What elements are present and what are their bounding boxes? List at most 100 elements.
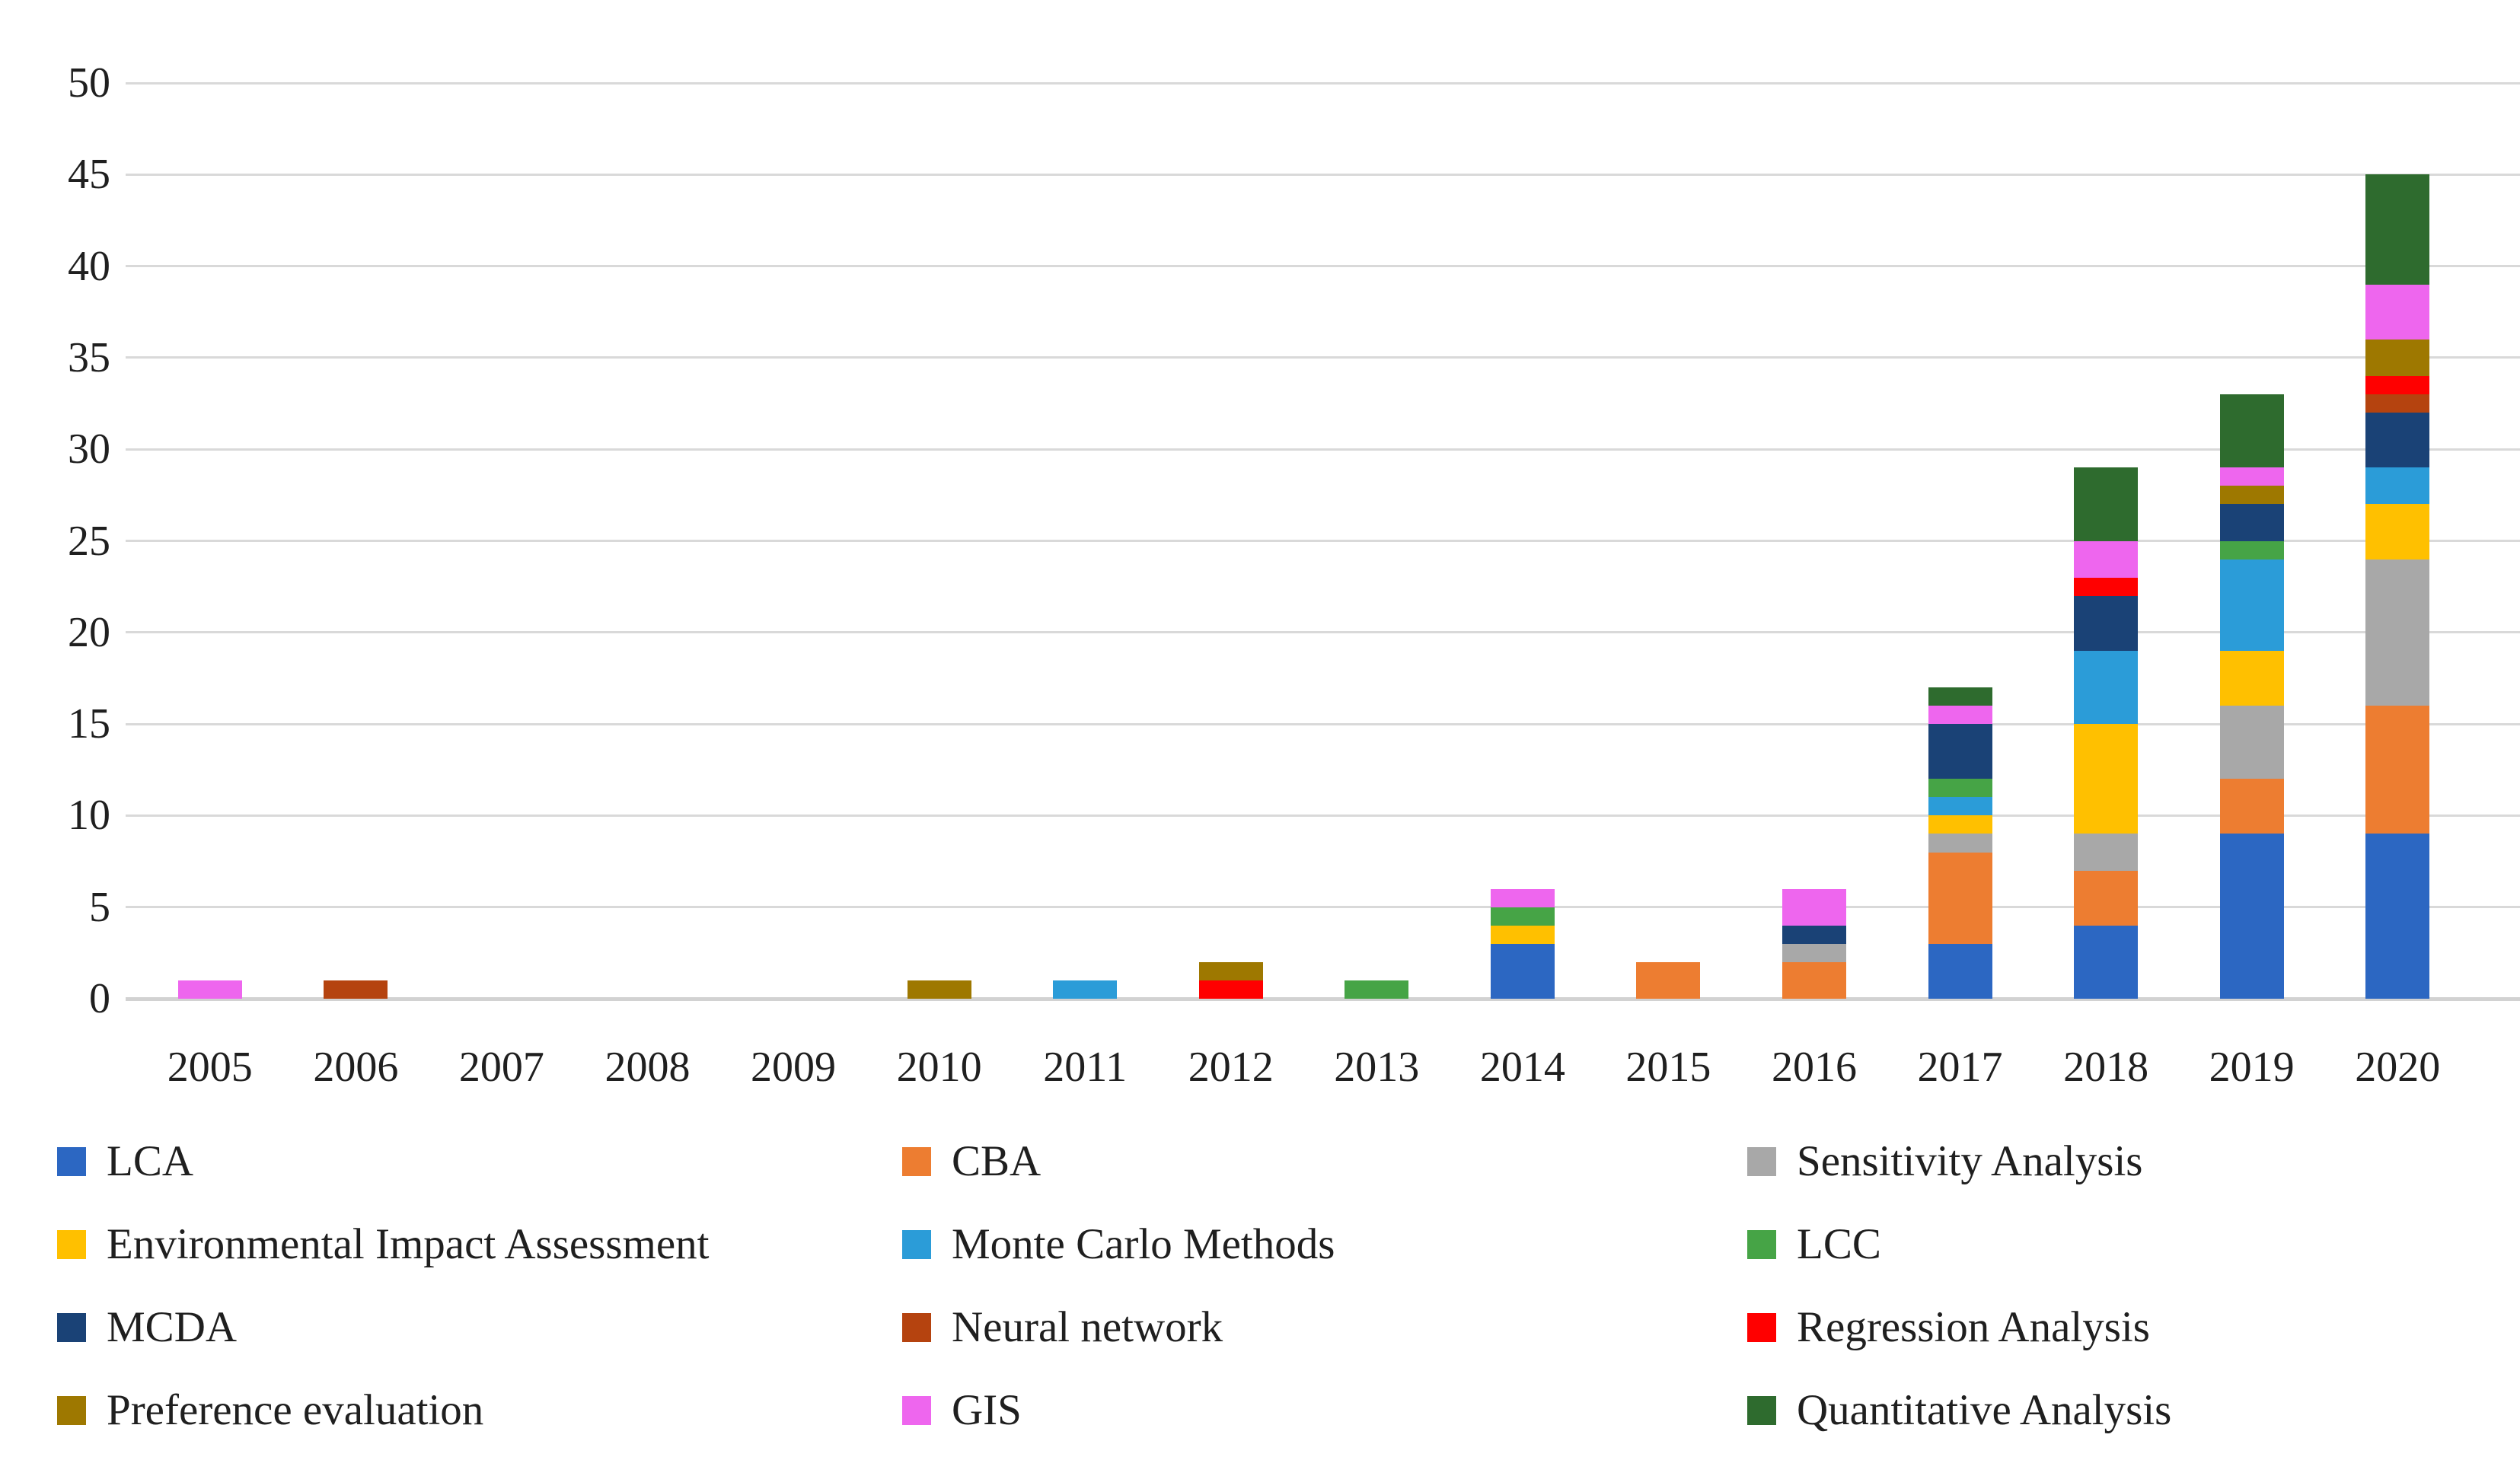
bar-2020 bbox=[2324, 83, 2471, 999]
bar-2013 bbox=[1304, 83, 1450, 999]
gridline-45 bbox=[126, 173, 2520, 176]
segment-2020-neural-network bbox=[2365, 394, 2430, 413]
segment-2019-gis bbox=[2219, 467, 2284, 486]
segment-2020-cba bbox=[2365, 706, 2430, 834]
legend-swatch-sensitivity-analysis bbox=[1747, 1147, 1776, 1176]
x-tick-label-2018: 2018 bbox=[2063, 1044, 2149, 1091]
segment-2020-quantitative-analysis bbox=[2365, 174, 2430, 285]
bar-2005 bbox=[137, 83, 283, 999]
legend-label-environmental-impact-assessment: Environmental Impact Assessment bbox=[107, 1220, 710, 1268]
segment-2020-regression-analysis bbox=[2365, 376, 2430, 395]
segment-2014-lcc bbox=[1490, 907, 1555, 926]
legend-swatch-lca bbox=[57, 1147, 86, 1176]
bar-2017 bbox=[1887, 83, 2034, 999]
legend-label-monte-carlo-methods: Monte Carlo Methods bbox=[952, 1220, 1335, 1268]
segment-2017-quantitative-analysis bbox=[1928, 687, 1992, 706]
segment-2017-gis bbox=[1928, 706, 1992, 725]
segment-2018-mcda bbox=[2074, 595, 2139, 651]
legend-label-quantitative-analysis: Quantitative Analysis bbox=[1797, 1386, 2172, 1434]
segment-2016-cba bbox=[1782, 961, 1846, 999]
x-tick-label-2015: 2015 bbox=[1625, 1044, 1711, 1091]
legend-item-monte-carlo-methods: Monte Carlo Methods bbox=[902, 1223, 1747, 1305]
legend-swatch-monte-carlo-methods bbox=[902, 1230, 931, 1259]
y-tick-label-40: 40 bbox=[68, 242, 110, 290]
bar-2006 bbox=[283, 83, 429, 999]
segment-2005-gis bbox=[177, 980, 242, 999]
segment-2020-sensitivity-analysis bbox=[2365, 559, 2430, 706]
bar-2015 bbox=[1596, 83, 1742, 999]
segment-2017-environmental-impact-assessment bbox=[1928, 815, 1992, 834]
legend-item-neural-network: Neural network bbox=[902, 1305, 1747, 1388]
y-tick-label-25: 25 bbox=[68, 517, 110, 565]
segment-2012-preference-evaluation bbox=[1198, 961, 1263, 980]
segment-2016-gis bbox=[1782, 888, 1846, 926]
x-tick-label-2017: 2017 bbox=[1917, 1044, 2003, 1091]
segment-2017-cba bbox=[1928, 852, 1992, 944]
y-tick-label-20: 20 bbox=[68, 608, 110, 656]
segment-2019-lcc bbox=[2219, 540, 2284, 559]
segment-2018-environmental-impact-assessment bbox=[2074, 724, 2139, 834]
segment-2020-gis bbox=[2365, 284, 2430, 340]
y-tick-label-5: 5 bbox=[89, 883, 110, 931]
segment-2020-mcda bbox=[2365, 413, 2430, 468]
gridline-5 bbox=[126, 906, 2520, 909]
segment-2020-lca bbox=[2365, 834, 2430, 999]
legend-swatch-lcc bbox=[1747, 1230, 1776, 1259]
segment-2019-monte-carlo-methods bbox=[2219, 559, 2284, 651]
segment-2017-lcc bbox=[1928, 779, 1992, 798]
legend-label-lca: LCA bbox=[107, 1137, 193, 1185]
legend-swatch-cba bbox=[902, 1147, 931, 1176]
segment-2010-preference-evaluation bbox=[907, 980, 971, 999]
segment-2014-lca bbox=[1490, 943, 1555, 999]
legend-item-lca: LCA bbox=[57, 1140, 902, 1223]
gridline-50 bbox=[126, 81, 2520, 84]
bar-2018 bbox=[2033, 83, 2179, 999]
x-tick-label-2014: 2014 bbox=[1479, 1044, 1565, 1091]
x-axis-labels: 2005 2006 2007 2008 2009 2010 2011 2012 2013 2014… bbox=[137, 1041, 2471, 1101]
segment-2018-quantitative-analysis bbox=[2074, 467, 2139, 541]
x-tick-label-2007: 2007 bbox=[458, 1044, 544, 1091]
x-tick-label-2008: 2008 bbox=[604, 1044, 691, 1091]
plot-area bbox=[126, 81, 2520, 1001]
x-tick-label-2005: 2005 bbox=[167, 1044, 253, 1091]
segment-2019-quantitative-analysis bbox=[2219, 394, 2284, 468]
gridline-40 bbox=[126, 265, 2520, 268]
segment-2018-cba bbox=[2074, 870, 2139, 926]
segment-2020-monte-carlo-methods bbox=[2365, 467, 2430, 505]
x-tick-label-2009: 2009 bbox=[751, 1044, 837, 1091]
bar-2012 bbox=[1158, 83, 1304, 999]
segment-2020-environmental-impact-assessment bbox=[2365, 504, 2430, 559]
y-tick-label-50: 50 bbox=[68, 59, 110, 107]
segment-2018-sensitivity-analysis bbox=[2074, 834, 2139, 871]
gridline-0 bbox=[126, 996, 2520, 1001]
legend-label-mcda: MCDA bbox=[107, 1303, 238, 1351]
gridline-20 bbox=[126, 631, 2520, 634]
legend-swatch-gis bbox=[902, 1396, 931, 1425]
gridline-15 bbox=[126, 722, 2520, 725]
gridline-25 bbox=[126, 540, 2520, 542]
segment-2017-lca bbox=[1928, 943, 1992, 999]
bar-2011 bbox=[1012, 83, 1158, 999]
segment-2015-cba bbox=[1636, 961, 1701, 999]
segment-2019-lca bbox=[2219, 834, 2284, 999]
segment-2014-gis bbox=[1490, 888, 1555, 907]
x-tick-label-2013: 2013 bbox=[1334, 1044, 1420, 1091]
x-tick-label-2020: 2020 bbox=[2355, 1044, 2441, 1091]
legend-swatch-neural-network bbox=[902, 1313, 931, 1342]
gridline-10 bbox=[126, 814, 2520, 817]
y-tick-label-45: 45 bbox=[68, 151, 110, 199]
x-tick-label-2012: 2012 bbox=[1188, 1044, 1274, 1091]
legend-label-gis: GIS bbox=[952, 1386, 1022, 1434]
x-tick-label-2019: 2019 bbox=[2209, 1044, 2295, 1091]
legend-item-gis: GIS bbox=[902, 1388, 1747, 1471]
legend-swatch-mcda bbox=[57, 1313, 86, 1342]
bar-2010 bbox=[866, 83, 1013, 999]
segment-2019-environmental-impact-assessment bbox=[2219, 650, 2284, 706]
x-tick-label-2006: 2006 bbox=[313, 1044, 399, 1091]
bar-2008 bbox=[575, 83, 721, 999]
legend-label-regression-analysis: Regression Analysis bbox=[1797, 1303, 2150, 1351]
y-tick-label-30: 30 bbox=[68, 426, 110, 473]
y-tick-label-0: 0 bbox=[89, 975, 110, 1022]
bar-2007 bbox=[429, 83, 575, 999]
segment-2019-mcda bbox=[2219, 504, 2284, 541]
